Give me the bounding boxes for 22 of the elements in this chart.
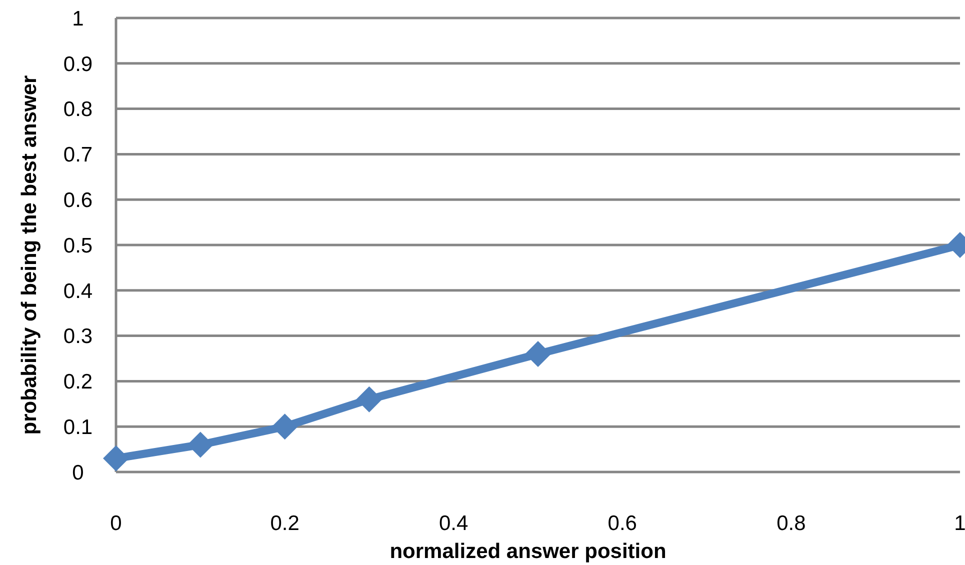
x-tick-label: 0 [110,512,122,535]
y-tick-label: 0.2 [63,370,93,394]
y-tick-label: 0.1 [63,416,93,439]
point [103,445,129,472]
y-tick-label: 0.6 [63,188,93,212]
y-tick-label: 0.8 [63,98,93,122]
y-axis-title: probability of being the best answer [18,75,41,435]
y-tick-label: 0.5 [63,234,93,258]
y-tick-label: 0.4 [63,280,93,303]
x-axis-title: normalized answer position [390,540,666,563]
x-tick-label: 0.8 [776,512,806,535]
x-tick-label: 0.4 [439,512,469,535]
y-tick-label: 0.9 [63,52,93,76]
y-tick-label: 0.7 [63,144,93,167]
y-tick-label: 1 [72,7,84,30]
x-tick-label: 1 [954,512,965,535]
x-tick-label: 0.6 [608,512,637,535]
y-tick-label: 0 [72,461,84,484]
point [356,386,382,412]
x-tick-label: 0.2 [270,512,300,535]
point [272,414,298,440]
y-tick-label: 0.3 [63,325,93,348]
